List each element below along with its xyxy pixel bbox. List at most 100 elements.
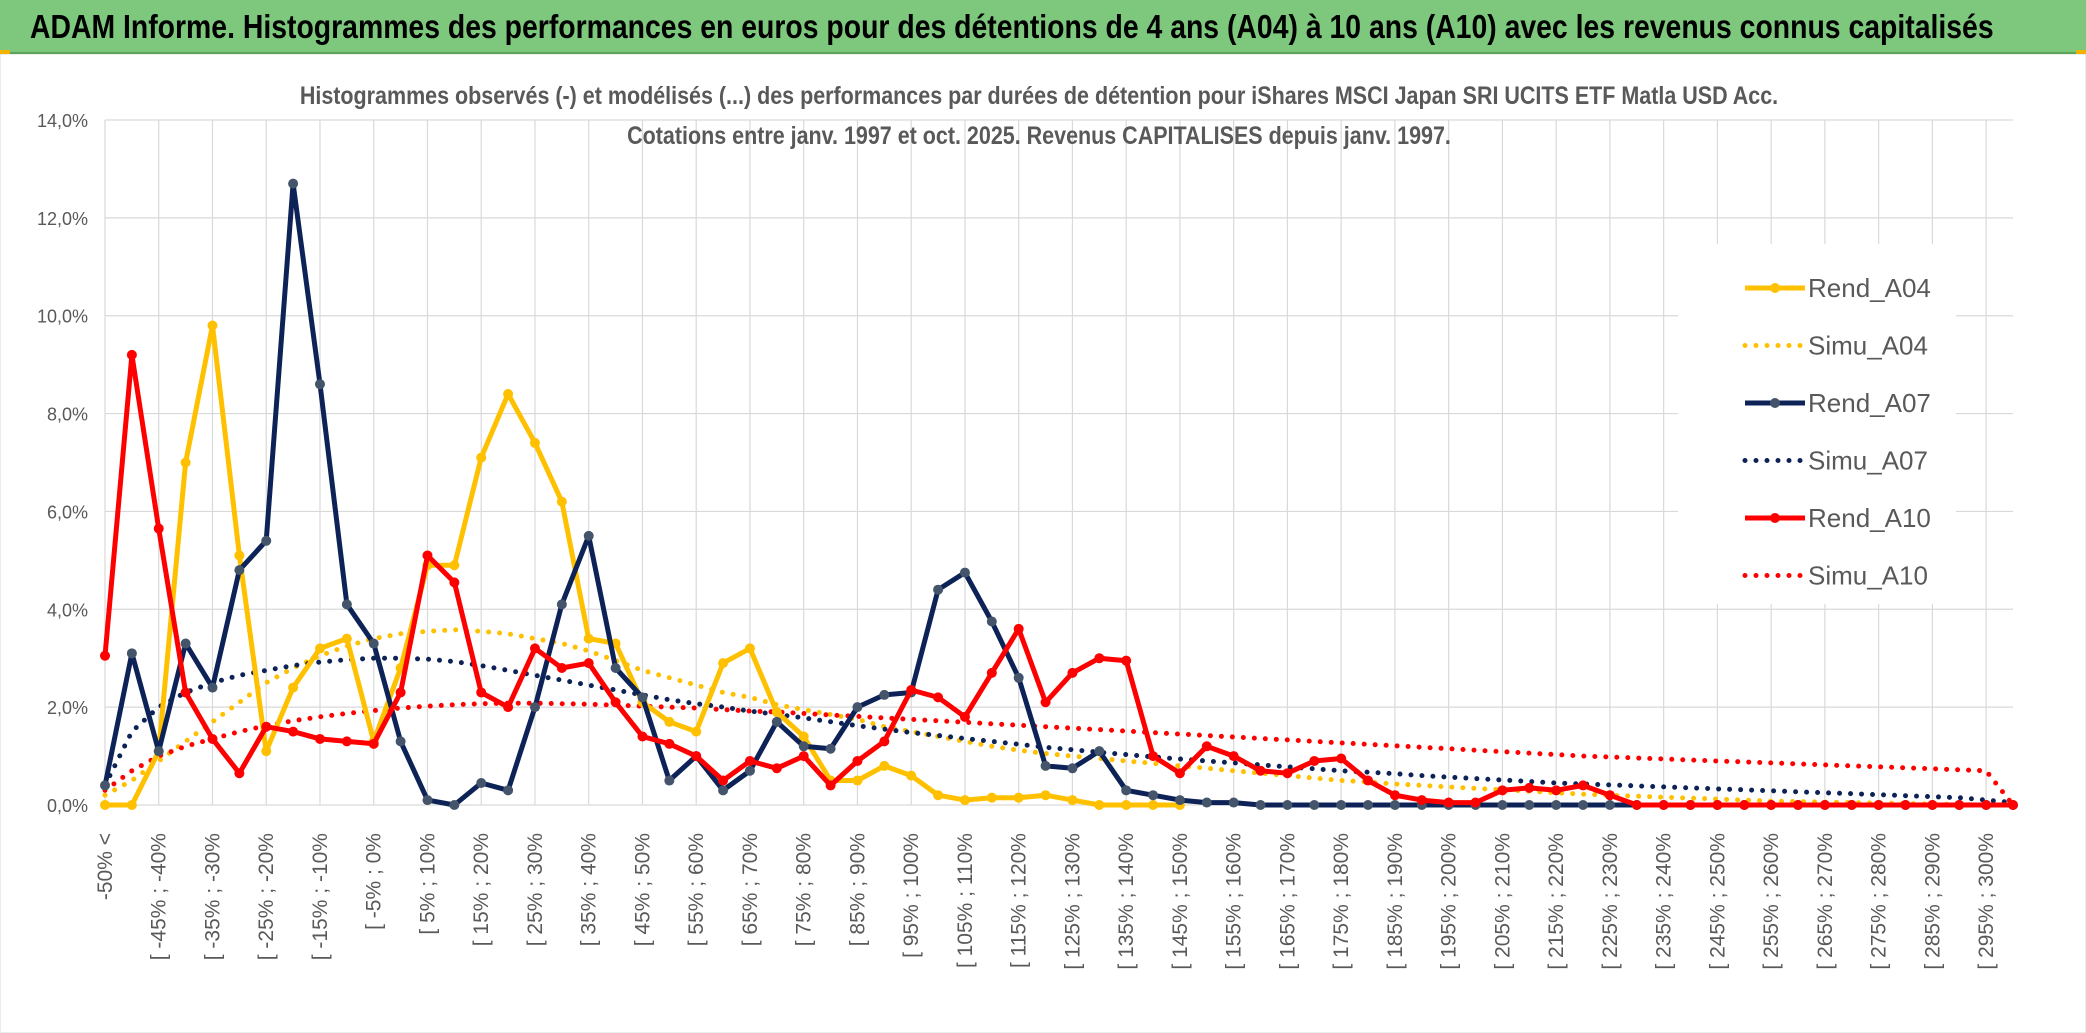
data-point-Rend_A07: [1578, 800, 1589, 810]
data-point-Rend_A07: [1121, 785, 1132, 796]
legend-marker: [1770, 283, 1780, 293]
data-point-Rend_A10: [1551, 785, 1562, 796]
data-point-Rend_A07: [1067, 763, 1078, 774]
data-point-Rend_A07: [933, 584, 944, 595]
data-point-Rend_A04: [1121, 800, 1132, 810]
series-line-Simu_A07: [102, 655, 2016, 806]
data-point-Rend_A07: [1363, 800, 1374, 810]
data-point-Rend_A10: [1470, 797, 1481, 808]
data-point-Rend_A07: [395, 736, 406, 747]
data-point-Rend_A07: [1148, 790, 1159, 801]
data-point-Rend_A07: [1309, 800, 1320, 810]
series-layer: [100, 178, 2018, 810]
data-point-Rend_A04: [556, 496, 567, 507]
x-tick-label: [ 215% ; 220%: [1545, 833, 1568, 970]
data-point-Rend_A10: [1040, 697, 1051, 708]
data-point-Rend_A10: [1873, 800, 1884, 810]
y-tick-label: 12,0%: [37, 209, 88, 229]
data-point-Rend_A10: [180, 687, 191, 698]
x-tick-label: [ 15% ; 20%: [470, 833, 493, 946]
x-tick-label: [ 145% ; 150%: [1169, 833, 1192, 970]
data-point-Rend_A07: [422, 795, 433, 806]
data-point-Rend_A10: [1174, 768, 1185, 779]
x-tick-label: [ 295% ; 300%: [1975, 833, 1998, 970]
data-point-Rend_A10: [153, 523, 164, 534]
data-point-Rend_A04: [476, 452, 487, 463]
data-point-Rend_A10: [234, 768, 245, 779]
data-point-Rend_A07: [180, 638, 191, 649]
data-point-Rend_A10: [933, 692, 944, 703]
y-tick-label: 8,0%: [47, 405, 88, 425]
data-point-Rend_A10: [664, 738, 675, 749]
y-tick-label: 0,0%: [47, 796, 88, 816]
data-point-Rend_A10: [798, 751, 809, 762]
data-point-Rend_A07: [476, 777, 487, 788]
data-point-Rend_A10: [2008, 800, 2018, 810]
x-tick-label: [ -25% ; -20%: [255, 833, 278, 960]
data-point-Rend_A10: [583, 658, 594, 669]
data-point-Rend_A10: [906, 685, 917, 696]
data-point-Rend_A10: [1067, 667, 1078, 678]
data-point-Rend_A07: [1497, 800, 1508, 810]
gridlines: [104, 119, 2013, 806]
data-point-Rend_A10: [879, 736, 890, 747]
data-point-Rend_A07: [1551, 800, 1562, 810]
data-point-Rend_A04: [1040, 790, 1051, 801]
data-point-Rend_A10: [1578, 780, 1589, 791]
data-point-Rend_A04: [261, 746, 272, 757]
data-point-Rend_A10: [1013, 623, 1024, 634]
data-point-Rend_A07: [529, 702, 540, 713]
data-point-Rend_A10: [1443, 797, 1454, 808]
data-point-Rend_A10: [1712, 800, 1723, 810]
data-point-Rend_A07: [1013, 672, 1024, 683]
data-point-Rend_A04: [341, 633, 352, 644]
data-point-Rend_A10: [1766, 800, 1777, 810]
data-point-Rend_A04: [664, 716, 675, 727]
x-tick-label: [ 85% ; 90%: [846, 833, 869, 946]
data-point-Rend_A04: [906, 770, 917, 781]
data-point-Rend_A07: [1174, 795, 1185, 806]
data-point-Rend_A07: [126, 648, 137, 659]
data-point-Rend_A07: [368, 638, 379, 649]
x-tick-label: -50% <: [94, 833, 117, 900]
data-point-Rend_A10: [1309, 755, 1320, 766]
x-tick-label: [ 25% ; 30%: [524, 833, 547, 946]
x-tick-label: [ 95% ; 100%: [900, 833, 923, 958]
data-point-Rend_A04: [100, 800, 110, 810]
x-tick-label: [ 205% ; 210%: [1491, 833, 1514, 970]
data-point-Rend_A10: [1201, 741, 1212, 752]
data-point-Rend_A10: [341, 736, 352, 747]
data-point-Rend_A07: [1094, 746, 1105, 757]
data-point-Rend_A10: [449, 577, 460, 588]
data-point-Rend_A10: [556, 663, 567, 673]
data-point-Rend_A07: [503, 785, 514, 796]
legend-label: Rend_A04: [1808, 273, 1931, 303]
data-point-Rend_A04: [1094, 800, 1105, 810]
data-point-Rend_A04: [986, 792, 997, 803]
data-point-Rend_A04: [288, 682, 299, 693]
data-point-Rend_A04: [852, 775, 863, 786]
x-tick-label: [ 185% ; 190%: [1384, 833, 1407, 970]
x-tick-label: [ 165% ; 170%: [1276, 833, 1299, 970]
data-point-Rend_A04: [234, 550, 245, 561]
data-point-Rend_A04: [1013, 792, 1024, 803]
data-point-Rend_A07: [1282, 800, 1293, 810]
series-line-Simu_A04: [102, 627, 2016, 808]
data-point-Rend_A10: [1927, 800, 1938, 810]
data-point-Rend_A07: [288, 178, 299, 189]
data-point-Rend_A07: [261, 535, 272, 546]
y-tick-label: 4,0%: [47, 600, 88, 620]
data-point-Rend_A07: [852, 702, 863, 713]
legend-marker: [1770, 398, 1780, 408]
legend-marker: [1770, 513, 1780, 523]
data-point-Rend_A10: [771, 763, 782, 774]
data-point-Rend_A07: [1389, 800, 1400, 810]
data-point-Rend_A10: [503, 702, 514, 713]
data-point-Rend_A10: [1282, 768, 1293, 779]
data-point-Rend_A07: [341, 599, 352, 610]
data-point-Rend_A07: [449, 800, 460, 810]
data-point-Rend_A07: [556, 599, 567, 610]
x-tick-label: [ 35% ; 40%: [578, 833, 601, 946]
data-point-Rend_A07: [207, 682, 218, 693]
legend-label: Rend_A10: [1808, 503, 1931, 533]
